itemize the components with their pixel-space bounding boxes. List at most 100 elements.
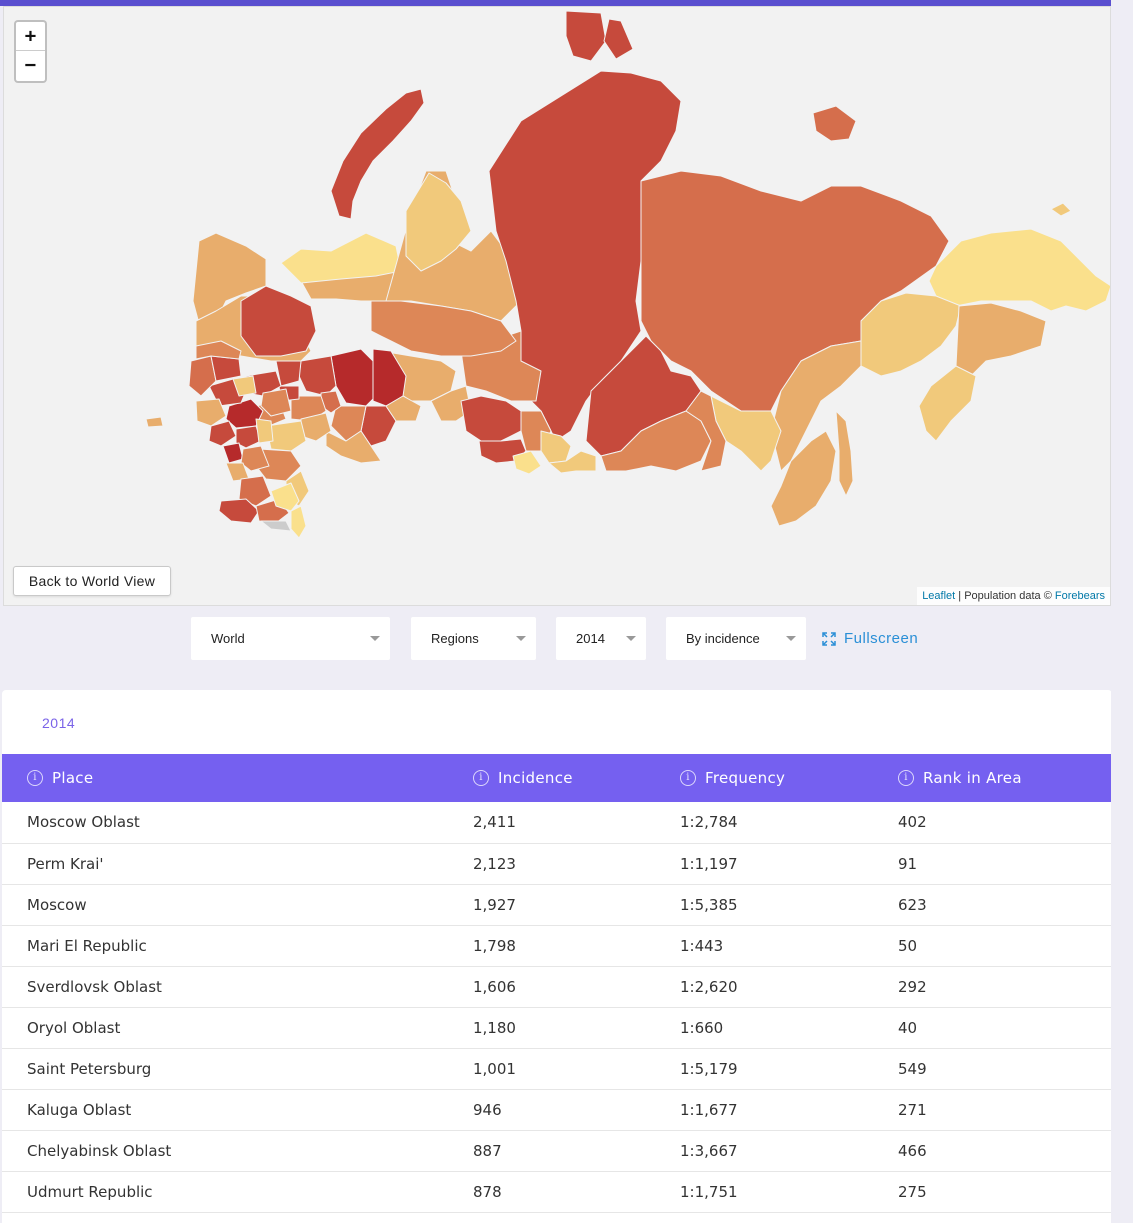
region-kostroma bbox=[275, 360, 302, 387]
column-header-label: Rank in Area bbox=[923, 769, 1022, 787]
cell-place[interactable]: Perm Krai' bbox=[27, 854, 104, 873]
cell-place[interactable]: Oryol Oblast bbox=[27, 1018, 121, 1037]
cell-incidence: 1,927 bbox=[473, 895, 516, 914]
mode-select-value: By incidence bbox=[686, 631, 760, 646]
column-header-place[interactable]: i Place bbox=[2, 754, 473, 802]
cell-frequency: 1:5,385 bbox=[680, 895, 738, 914]
cell-place[interactable]: Udmurt Republic bbox=[27, 1182, 153, 1201]
table-row[interactable]: Sverdlovsk Oblast 1,606 1:2,620 292 bbox=[2, 966, 1112, 1007]
region-dagestan bbox=[290, 505, 307, 539]
cell-rank: 40 bbox=[898, 1018, 918, 1037]
cell-incidence: 946 bbox=[473, 1100, 502, 1119]
region-perm bbox=[330, 348, 377, 407]
table-row[interactable]: Saint Petersburg 1,001 1:5,179 549 bbox=[2, 1048, 1112, 1089]
region-smolensk bbox=[195, 398, 227, 427]
region-khakassia bbox=[540, 430, 572, 464]
region-caucasus bbox=[260, 520, 292, 532]
year-select[interactable]: 2014 bbox=[556, 617, 646, 660]
cell-rank: 402 bbox=[898, 813, 927, 832]
region-taymyr-north bbox=[565, 10, 607, 62]
cell-frequency: 1:1,677 bbox=[680, 1100, 738, 1119]
cell-frequency: 1:5,179 bbox=[680, 1059, 738, 1078]
cell-place[interactable]: Mari El Republic bbox=[27, 936, 147, 955]
region-tuva bbox=[548, 450, 597, 474]
region-severnaya-zemlya bbox=[603, 18, 634, 60]
chevron-down-icon bbox=[786, 636, 796, 641]
region-leningrad bbox=[195, 340, 242, 360]
cell-place[interactable]: Sverdlovsk Oblast bbox=[27, 977, 162, 996]
cell-rank: 50 bbox=[898, 936, 918, 955]
region-oryol bbox=[222, 442, 244, 464]
attribution-text: | Population data © bbox=[955, 590, 1055, 602]
fullscreen-button[interactable]: Fullscreen bbox=[822, 617, 918, 660]
table-row[interactable]: Moscow Oblast 2,411 1:2,784 402 bbox=[2, 802, 1112, 843]
region-khanty bbox=[370, 300, 517, 357]
region-zabaykalsky bbox=[685, 390, 727, 472]
forebears-link[interactable]: Forebears bbox=[1054, 590, 1105, 602]
zoom-control: + − bbox=[14, 20, 47, 83]
choropleth-map[interactable]: + − Back to World View Leaflet | Populat… bbox=[3, 6, 1111, 606]
back-to-world-view-button[interactable]: Back to World View bbox=[13, 566, 171, 596]
cell-incidence: 2,411 bbox=[473, 813, 516, 832]
info-icon[interactable]: i bbox=[473, 770, 489, 786]
region-tula bbox=[235, 425, 262, 449]
chevron-down-icon bbox=[626, 636, 636, 641]
region-kurgan bbox=[385, 395, 422, 422]
map-attribution: Leaflet | Population data © Forebears bbox=[917, 587, 1110, 605]
region-ryazan bbox=[255, 418, 274, 444]
region-nizhny bbox=[260, 388, 292, 417]
scope-select[interactable]: World bbox=[191, 617, 390, 660]
cell-frequency: 1:2,620 bbox=[680, 977, 738, 996]
year-select-value: 2014 bbox=[576, 631, 605, 646]
table-row[interactable]: Oryol Oblast 1,180 1:660 40 bbox=[2, 1007, 1112, 1048]
scope-select-value: World bbox=[211, 631, 245, 646]
region-kaliningrad bbox=[145, 416, 164, 428]
mode-select[interactable]: By incidence bbox=[666, 617, 806, 660]
table-row[interactable]: Mari El Republic 1,798 1:443 50 bbox=[2, 925, 1112, 966]
zoom-out-button[interactable]: − bbox=[24, 54, 37, 76]
cell-incidence: 1,606 bbox=[473, 977, 516, 996]
region-vologda bbox=[240, 285, 317, 357]
cell-place[interactable]: Kaluga Oblast bbox=[27, 1100, 132, 1119]
leaflet-link[interactable]: Leaflet bbox=[922, 590, 956, 602]
zoom-in-button[interactable]: + bbox=[16, 22, 45, 51]
region-magadan bbox=[860, 292, 962, 377]
cell-place[interactable]: Saint Petersburg bbox=[27, 1059, 152, 1078]
table-row[interactable]: Perm Krai' 2,123 1:1,197 91 bbox=[2, 843, 1112, 884]
cell-frequency: 1:1,197 bbox=[680, 854, 738, 873]
table-row[interactable]: Chelyabinsk Oblast 887 1:3,667 466 bbox=[2, 1130, 1112, 1171]
column-header-frequency[interactable]: i Frequency bbox=[680, 754, 898, 802]
column-header-label: Frequency bbox=[705, 769, 786, 787]
chevron-down-icon bbox=[516, 636, 526, 641]
region-kalmykia bbox=[270, 482, 300, 512]
region-yamal bbox=[405, 172, 472, 272]
incidence-table: i Place i Incidence i Frequency i Rank in Ar… bbox=[2, 754, 1112, 1213]
table-row[interactable]: Moscow 1,927 1:5,385 623 bbox=[2, 884, 1112, 925]
region-krasnodar bbox=[218, 498, 260, 524]
column-header-incidence[interactable]: i Incidence bbox=[473, 754, 680, 802]
region-saratov bbox=[265, 420, 307, 452]
region-rostov bbox=[238, 475, 272, 507]
column-header-rank[interactable]: i Rank in Area bbox=[898, 754, 1112, 802]
table-row[interactable]: Udmurt Republic 878 1:1,751 275 bbox=[2, 1171, 1112, 1212]
tab-year[interactable]: 2014 bbox=[42, 715, 76, 731]
table-row[interactable]: Kaluga Oblast 946 1:1,677 271 bbox=[2, 1089, 1112, 1130]
cell-place[interactable]: Moscow bbox=[27, 895, 87, 914]
region-orenburg bbox=[325, 430, 382, 464]
cell-place[interactable]: Chelyabinsk Oblast bbox=[27, 1141, 172, 1160]
info-icon[interactable]: i bbox=[680, 770, 696, 786]
region-kirov bbox=[298, 355, 337, 397]
cell-incidence: 2,123 bbox=[473, 854, 516, 873]
cell-rank: 271 bbox=[898, 1100, 927, 1119]
info-icon[interactable]: i bbox=[898, 770, 914, 786]
cell-frequency: 1:443 bbox=[680, 936, 724, 955]
cell-place[interactable]: Moscow Oblast bbox=[27, 813, 140, 832]
info-icon[interactable]: i bbox=[27, 770, 43, 786]
region-altai-rep bbox=[512, 450, 542, 475]
level-select[interactable]: Regions bbox=[411, 617, 536, 660]
region-ivanovo bbox=[232, 375, 257, 397]
cell-incidence: 878 bbox=[473, 1182, 502, 1201]
russia-regions-map[interactable] bbox=[3, 6, 1111, 606]
region-kaluga bbox=[208, 420, 237, 447]
region-novosibirsk bbox=[460, 395, 522, 442]
